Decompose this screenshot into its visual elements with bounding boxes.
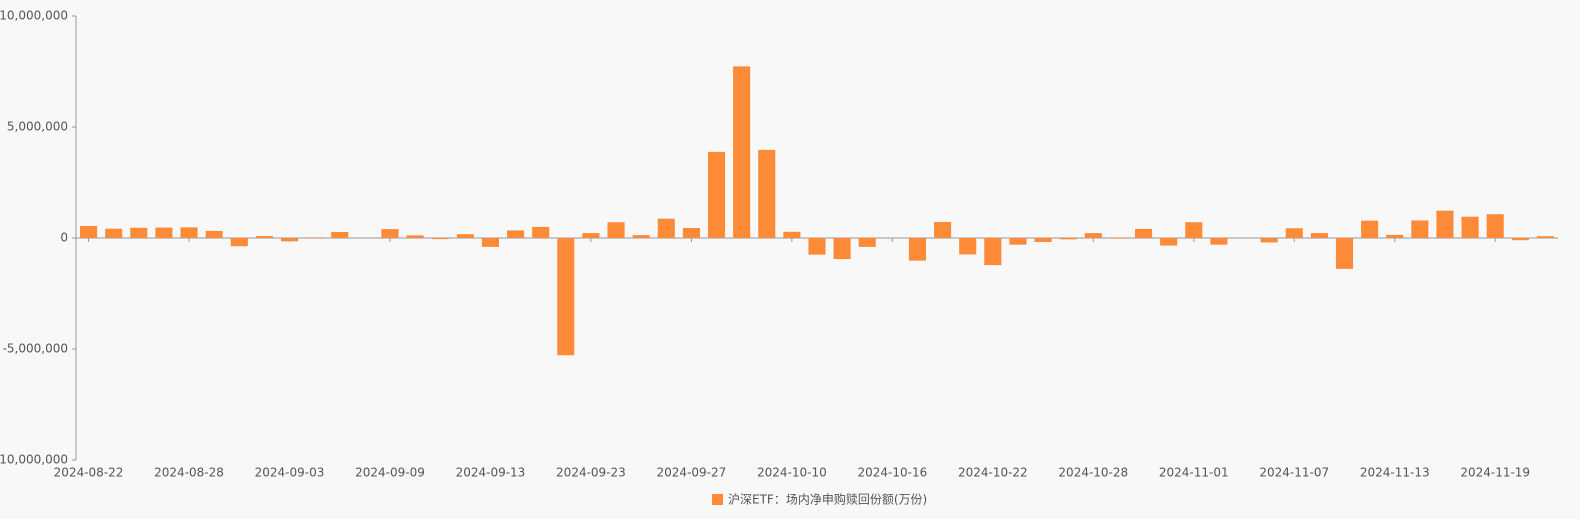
bar xyxy=(1185,222,1203,238)
x-tick-label: 2024-09-03 xyxy=(255,466,325,480)
bar xyxy=(381,229,399,238)
bar xyxy=(1210,238,1228,245)
x-tick-label: 2024-09-23 xyxy=(556,466,626,480)
bar xyxy=(205,230,223,238)
bar xyxy=(130,227,148,238)
bar xyxy=(1461,216,1479,238)
bar xyxy=(582,233,600,238)
bar xyxy=(280,238,299,242)
bar xyxy=(1436,210,1454,238)
x-tick-label: 2024-10-22 xyxy=(958,466,1028,480)
bar xyxy=(1536,236,1554,238)
bar xyxy=(1260,238,1278,243)
bar xyxy=(1285,228,1303,238)
x-tick-label: 2024-09-27 xyxy=(657,466,727,480)
bar xyxy=(557,238,575,356)
x-tick-label: 2024-11-19 xyxy=(1460,466,1530,480)
y-tick-label: -10,000,000 xyxy=(0,453,68,467)
bar xyxy=(1310,233,1328,238)
y-tick-label: 10,000,000 xyxy=(0,9,68,23)
x-tick-label: 2024-08-22 xyxy=(54,466,124,480)
bar xyxy=(682,228,700,238)
bar xyxy=(406,235,424,238)
bar xyxy=(607,222,625,238)
x-tick-label: 2024-10-28 xyxy=(1058,466,1128,480)
y-tick-label: -5,000,000 xyxy=(3,342,68,356)
bar xyxy=(1335,238,1354,269)
x-tick-label: 2024-11-07 xyxy=(1259,466,1329,480)
bar xyxy=(306,237,324,238)
bar xyxy=(707,151,726,238)
x-tick-label: 2024-11-13 xyxy=(1360,466,1430,480)
bar xyxy=(80,226,98,238)
legend-label: 沪深ETF：场内净申购赎回份额(万份) xyxy=(728,492,927,507)
bar xyxy=(833,238,851,260)
bar xyxy=(105,228,123,238)
bar xyxy=(180,227,198,238)
bar xyxy=(758,149,776,238)
x-tick-label: 2024-11-01 xyxy=(1159,466,1229,480)
bar xyxy=(858,238,876,247)
bar xyxy=(1009,238,1027,245)
bar xyxy=(1084,233,1102,238)
x-tick-label: 2024-09-13 xyxy=(456,466,526,480)
y-tick-label: 0 xyxy=(60,231,68,245)
bar xyxy=(230,238,248,247)
bar xyxy=(1135,228,1153,238)
bar xyxy=(934,222,952,238)
bar xyxy=(532,226,550,238)
bar xyxy=(632,235,650,238)
bar xyxy=(1361,220,1379,238)
bar xyxy=(1109,238,1127,239)
bar xyxy=(507,230,525,238)
y-tick-label: 5,000,000 xyxy=(7,120,68,134)
bar xyxy=(1486,214,1504,238)
x-tick-label: 2024-10-10 xyxy=(757,466,827,480)
bar xyxy=(431,238,449,240)
bar xyxy=(808,238,826,255)
x-tick-label: 2024-08-28 xyxy=(154,466,224,480)
bar xyxy=(984,238,1002,266)
bar xyxy=(1511,238,1529,241)
bar xyxy=(1034,238,1052,242)
bar xyxy=(1059,238,1077,240)
bar xyxy=(481,238,499,247)
bar xyxy=(657,218,675,238)
bar xyxy=(331,232,349,238)
x-tick-label: 2024-09-09 xyxy=(355,466,425,480)
bar xyxy=(456,234,474,238)
bar xyxy=(155,227,173,238)
bar xyxy=(1411,220,1429,238)
bar xyxy=(255,236,273,238)
bar xyxy=(959,238,977,255)
bar xyxy=(783,231,801,238)
legend-swatch xyxy=(712,494,723,505)
bar xyxy=(1386,234,1404,238)
x-tick-label: 2024-10-16 xyxy=(857,466,927,480)
bar xyxy=(1160,238,1178,246)
bar xyxy=(908,238,927,261)
bar xyxy=(733,66,751,238)
